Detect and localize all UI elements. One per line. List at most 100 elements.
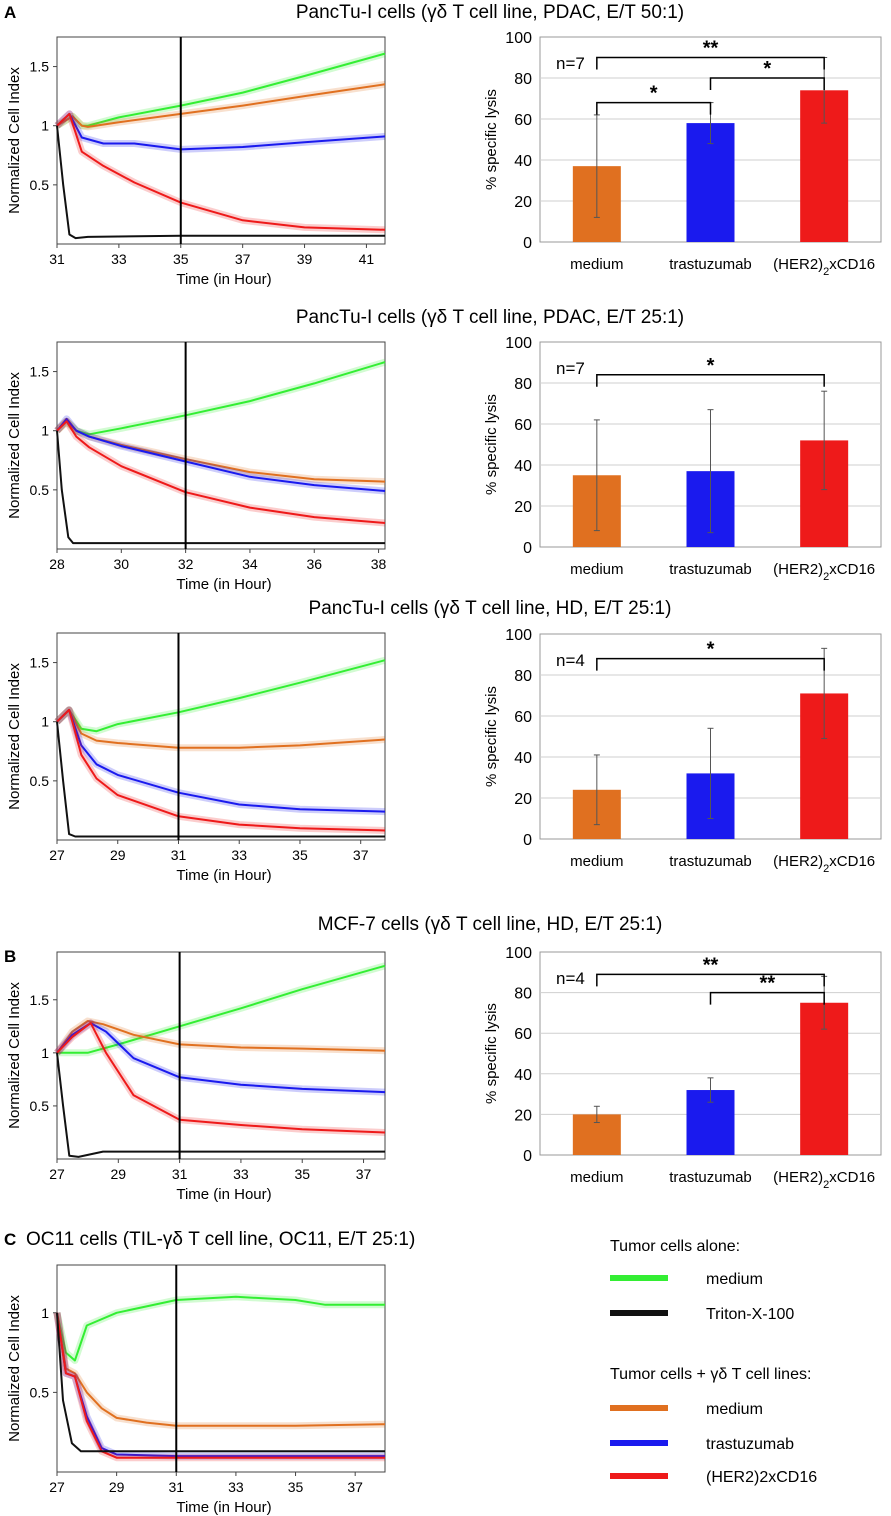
- panel-label-a: A: [4, 3, 16, 22]
- x-tick-label: 29: [109, 1479, 125, 1495]
- series-line-red: [56, 420, 386, 524]
- category-label: trastuzumab: [669, 256, 752, 273]
- legend-swatch-gd-bispecific: [610, 1473, 668, 1479]
- y-tick-label: 100: [505, 627, 532, 644]
- x-tick-label: 34: [242, 556, 258, 572]
- chart-title-a2: PancTu-I cells (γδ T cell line, PDAC, E/…: [296, 307, 684, 328]
- y-tick-label: 1.5: [30, 992, 50, 1008]
- x-tick-label: 32: [178, 556, 194, 572]
- y-tick-label: 60: [514, 709, 532, 726]
- legend-group2-title: Tumor cells + γδ T cell lines:: [610, 1366, 811, 1383]
- x-tick-label: 31: [168, 1479, 184, 1495]
- chart-title-c: OC11 cells (TIL-γδ T cell line, OC11, E/…: [26, 1229, 415, 1250]
- x-tick-label: 35: [173, 251, 189, 267]
- line-chart-a1: 0.5 1 1.5 31 33 35 37 39 41 Time (in Hour) Normali…: [6, 36, 386, 288]
- x-tick-label: 37: [235, 251, 251, 267]
- significance-bracket: [596, 56, 825, 70]
- y-tick-label: 60: [514, 1026, 532, 1043]
- category-label: medium: [570, 256, 623, 273]
- y-tick-label: 80: [514, 71, 532, 88]
- panel-label-c: C: [4, 1230, 16, 1249]
- chart-title-b: MCF-7 cells (γδ T cell line, HD, E/T 25:…: [318, 914, 663, 935]
- y-tick-label: 60: [514, 417, 532, 434]
- n-label: n=7: [556, 359, 585, 378]
- line-chart-c: 0.5 1 27 29 31 33 35 37 Time (in Hour) Normalized…: [6, 1264, 386, 1516]
- significance-bracket: [596, 657, 825, 671]
- y-tick-label: 0: [523, 1148, 532, 1165]
- significance-stars: *: [707, 639, 715, 661]
- category-label: medium: [570, 853, 623, 870]
- y-axis-label: Normalized Cell Index: [6, 982, 23, 1129]
- x-axis-label: Time (in Hour): [176, 576, 271, 593]
- y-tick-label: 40: [514, 153, 532, 170]
- x-tick-label: 37: [353, 847, 369, 863]
- legend-label-gd-medium: medium: [706, 1401, 763, 1418]
- y-axis-label: Normalized Cell Index: [6, 372, 23, 519]
- y-tick-label: 60: [514, 112, 532, 129]
- y-tick-label: 80: [514, 986, 532, 1003]
- legend-label-medium: medium: [706, 1271, 763, 1288]
- series-line-orange: [56, 420, 386, 483]
- y-tick-label: 80: [514, 376, 532, 393]
- y-tick-label: 1.5: [30, 655, 50, 671]
- series-line-red: [56, 708, 386, 832]
- category-label: (HER2)2xCD16: [773, 561, 875, 583]
- y-tick-label: 0: [523, 235, 532, 252]
- y-axis-label: % specific lysis: [483, 394, 500, 495]
- significance-stars: **: [703, 38, 719, 60]
- series-line-orange: [56, 83, 386, 128]
- series-line-blue: [56, 1022, 386, 1094]
- y-tick-label: 0: [523, 540, 532, 557]
- significance-stars: *: [650, 83, 658, 105]
- y-tick-label: 1.5: [30, 364, 50, 380]
- bar-chart-a1: 0 20 40 60 80 100 % specific lysis medium trastu…: [483, 30, 882, 278]
- x-tick-label: 27: [49, 1479, 65, 1495]
- y-axis-label: Normalized Cell Index: [6, 1295, 23, 1442]
- x-tick-label: 35: [292, 847, 308, 863]
- series-line-green: [56, 1295, 385, 1362]
- x-tick-label: 27: [49, 1166, 65, 1182]
- y-axis-label: % specific lysis: [483, 1003, 500, 1104]
- n-label: n=4: [556, 651, 585, 670]
- x-tick-label: 33: [228, 1479, 244, 1495]
- line-chart-a2: 0.5 1 1.5 28 30 32 34 36 38 Time (in Hour) Normali…: [6, 341, 387, 593]
- x-tick-label: 39: [297, 251, 313, 267]
- y-tick-label: 100: [505, 945, 532, 962]
- y-axis-label: Normalized Cell Index: [6, 663, 23, 810]
- legend-swatch-triton: [610, 1310, 668, 1316]
- n-label: n=7: [556, 54, 585, 73]
- y-tick-label: 40: [514, 750, 532, 767]
- line-chart-b: 0.5 1 1.5 27 29 31 33 35 37 Time (in Hour) Normali…: [6, 951, 386, 1203]
- series-line-blue: [56, 417, 386, 492]
- x-tick-label: 27: [49, 847, 65, 863]
- y-tick-label: 20: [514, 791, 532, 808]
- y-tick-label: 0.5: [30, 773, 50, 789]
- y-tick-label: 100: [505, 30, 532, 47]
- x-axis-label: Time (in Hour): [176, 867, 271, 884]
- y-tick-label: 0: [523, 832, 532, 849]
- category-label: medium: [570, 1169, 623, 1186]
- series-line-orange: [56, 1020, 386, 1054]
- y-tick-label: 0.5: [30, 1098, 50, 1114]
- significance-stars: **: [703, 954, 719, 976]
- y-tick-label: 0.5: [30, 177, 50, 193]
- x-tick-label: 37: [356, 1166, 372, 1182]
- legend-swatch-gd-trastuzumab: [610, 1440, 668, 1446]
- category-label: trastuzumab: [669, 853, 752, 870]
- x-axis-label: Time (in Hour): [176, 1186, 271, 1203]
- series-line-red: [56, 1312, 385, 1459]
- category-label: medium: [570, 561, 623, 578]
- significance-bracket: [596, 973, 825, 987]
- category-label: trastuzumab: [669, 1169, 752, 1186]
- y-axis-label: Normalized Cell Index: [6, 67, 23, 214]
- x-tick-label: 29: [110, 847, 126, 863]
- x-tick-label: 37: [347, 1479, 363, 1495]
- y-tick-label: 0.5: [30, 482, 50, 498]
- y-tick-label: 20: [514, 499, 532, 516]
- x-tick-label: 33: [233, 1166, 249, 1182]
- x-axis-label: Time (in Hour): [176, 271, 271, 288]
- category-label: (HER2)2xCD16: [773, 1169, 875, 1191]
- category-label: (HER2)2xCD16: [773, 256, 875, 278]
- bar-chart-a3: 0 20 40 60 80 100 % specific lysis medium trastu…: [483, 627, 882, 875]
